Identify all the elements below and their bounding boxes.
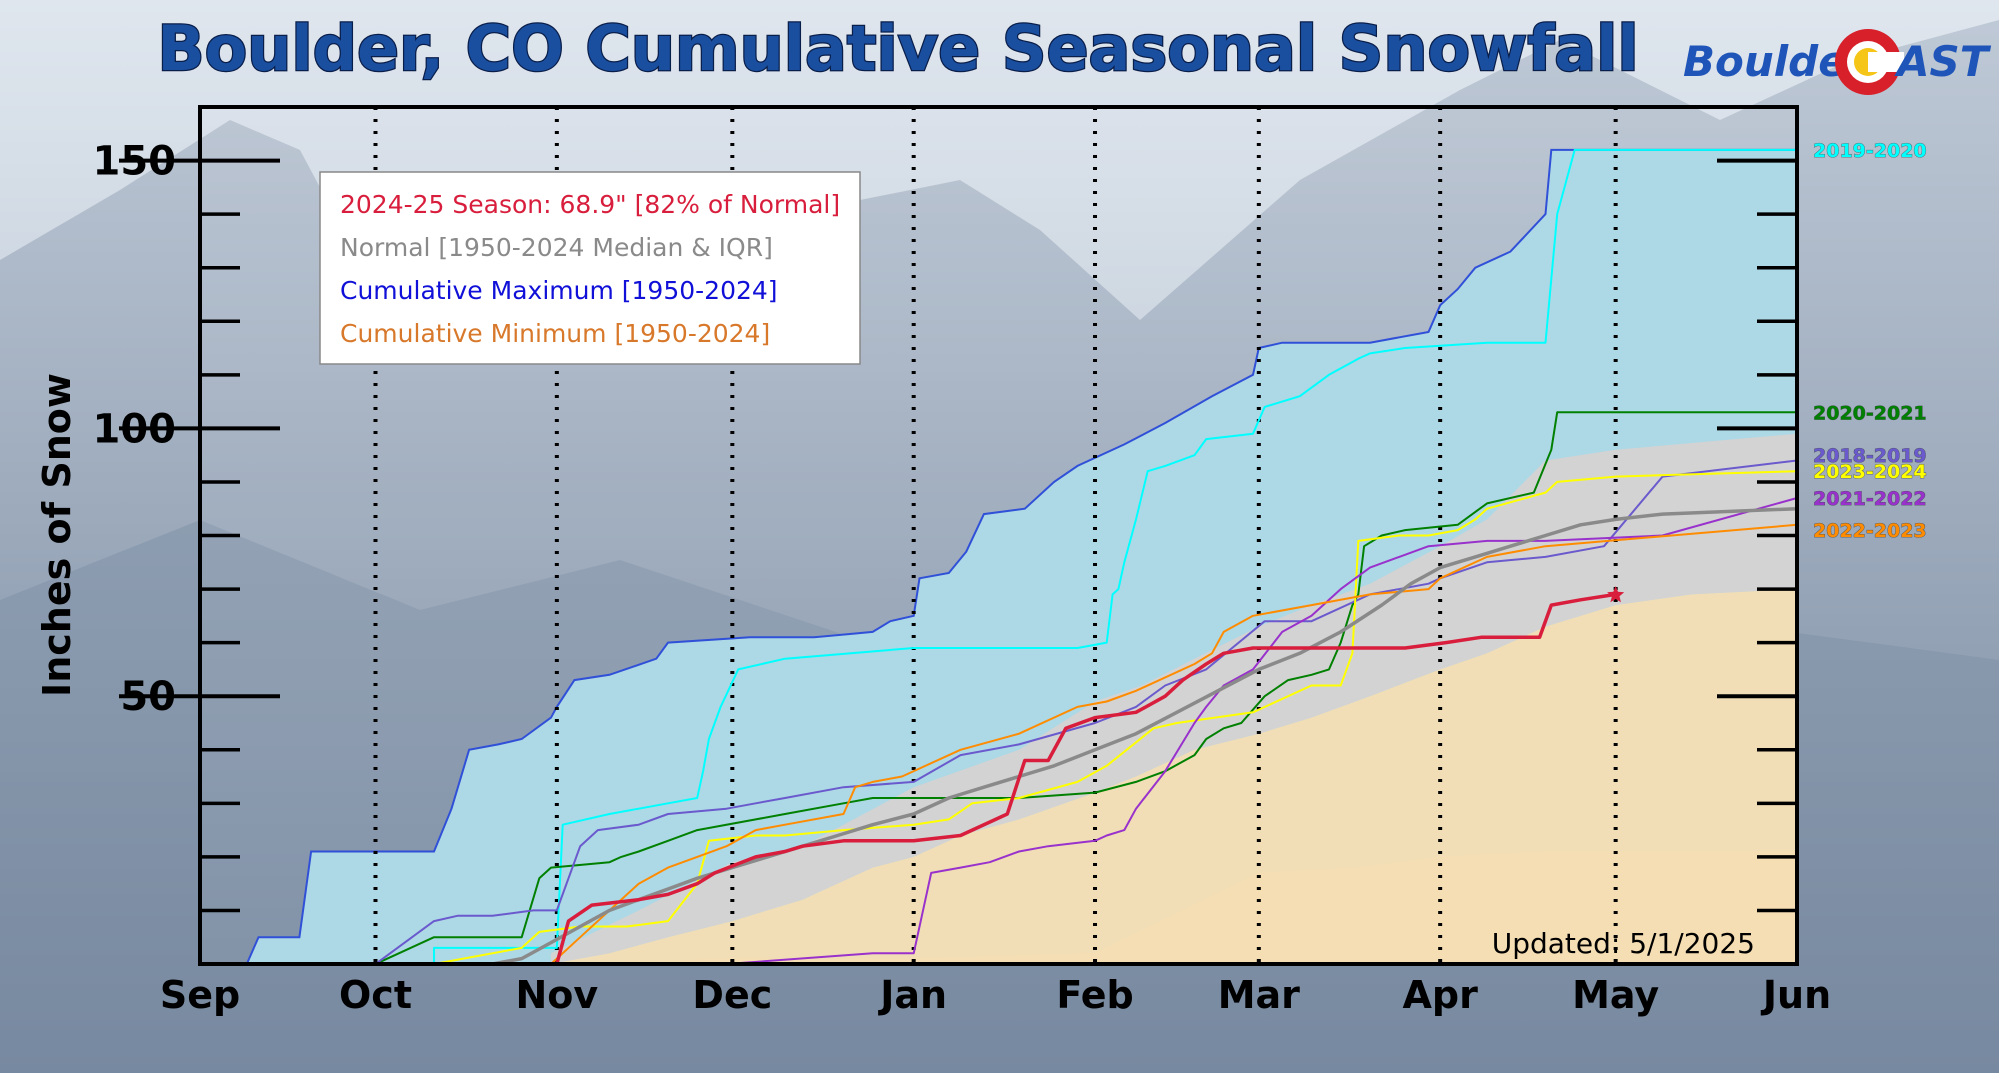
legend-entry: Cumulative Minimum [1950-2024] — [340, 319, 770, 348]
series-label-2018-2019: 2018-2019 — [1813, 445, 1927, 467]
series-line-2021-2022 — [200, 497, 1798, 965]
x-tick-label-sep: Sep — [160, 973, 240, 1017]
series-line-2024-25 — [200, 592, 1616, 966]
x-tick-label-apr: Apr — [1402, 973, 1478, 1017]
series-line-2022-2023 — [200, 523, 1798, 965]
bands-layer — [245, 148, 1797, 965]
updated-label: Updated: 5/1/2025 — [1492, 927, 1755, 960]
series-line-2023-2024 — [200, 470, 1798, 965]
x-tick-label-jun: Jun — [1760, 973, 1831, 1017]
series-label-2021-2022: 2021-2022 — [1813, 488, 1927, 510]
plot-area — [119, 105, 1799, 966]
series-label-2022-2023: 2022-2023 — [1813, 520, 1927, 542]
x-tick-label-oct: Oct — [339, 973, 412, 1017]
legend-entry: Cumulative Maximum [1950-2024] — [340, 276, 778, 305]
y-tick-label: 150 — [93, 139, 177, 185]
y-axis-label: Inches of Snow — [35, 373, 79, 697]
brand-logo-text-ast: AST — [1894, 37, 1992, 86]
legend: 2024-25 Season: 68.9" [82% of Normal] Nor… — [319, 171, 861, 365]
x-tick-label-mar: Mar — [1218, 973, 1300, 1017]
legend-entry: 2024-25 Season: 68.9" [82% of Normal] — [340, 190, 840, 219]
y-tick-labels: 50 100 150 — [93, 139, 177, 721]
colorado-c-icon — [1835, 29, 1904, 95]
y-tick-label: 50 — [120, 674, 176, 720]
series-line-2020-2021 — [200, 411, 1797, 965]
series-layer — [200, 148, 1798, 966]
series-label-2020-2021: 2020-2021 — [1813, 402, 1927, 424]
minimum-band — [550, 851, 1797, 964]
plot-frame — [198, 105, 1799, 966]
x-tick-label-dec: Dec — [692, 973, 772, 1017]
series-label-2023-2024: 2023-2024 — [1813, 461, 1927, 483]
legend-box — [319, 171, 861, 365]
chart-title: Boulder, CO Cumulative Seasonal Snowfall — [157, 12, 1638, 85]
y-tick-label: 100 — [93, 406, 177, 452]
series-line-2019-2020 — [200, 148, 1797, 965]
normal-iqr-band — [551, 433, 1797, 964]
x-tick-label-nov: Nov — [515, 973, 598, 1017]
series-label-2019-2020: 2019-2020 — [1813, 140, 1927, 162]
x-tick-label-feb: Feb — [1056, 973, 1133, 1017]
current-season-star-marker — [1607, 586, 1625, 603]
marker-layer — [1607, 586, 1625, 603]
legend-entry: Normal [1950-2024 Median & IQR] — [340, 233, 773, 262]
y-ticks — [119, 158, 1797, 913]
x-tick-label-jan: Jan — [877, 973, 947, 1017]
x-tick-labels: Sep Oct Nov Dec Jan Feb Mar Apr May Jun — [160, 973, 1831, 1017]
maximum-line — [245, 148, 1797, 965]
brand-logo: Boulder AST — [1683, 29, 1992, 95]
series-line-normal — [492, 506, 1798, 966]
x-tick-label-may: May — [1572, 973, 1659, 1017]
